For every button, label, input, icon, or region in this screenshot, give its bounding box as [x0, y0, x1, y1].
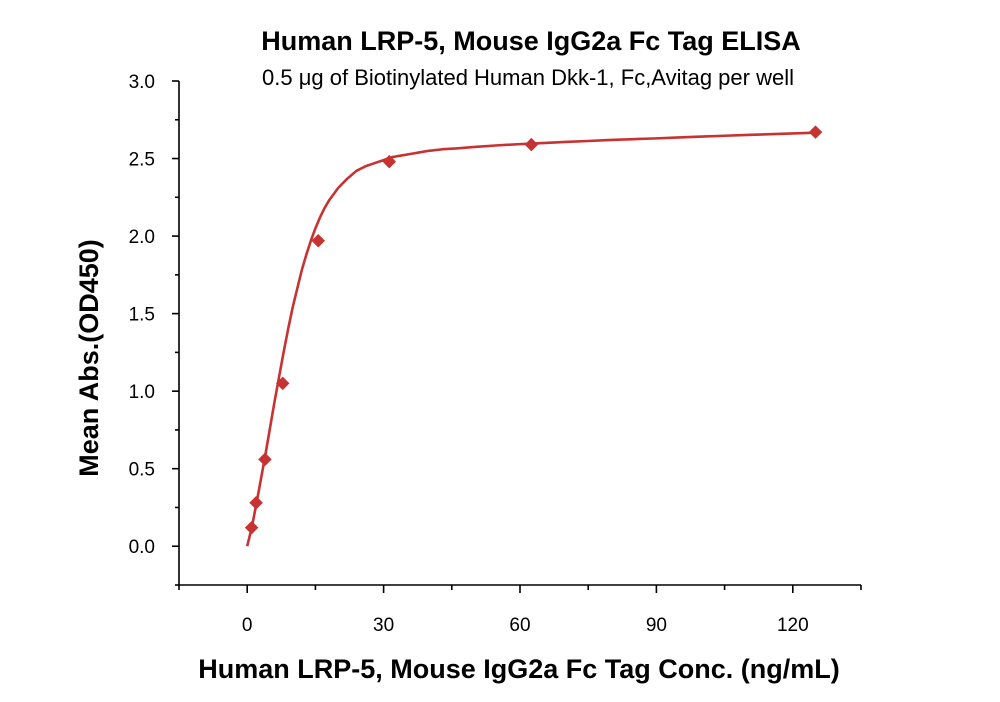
y-tick-label: 2.0 [129, 227, 155, 248]
y-tick-label: 1.5 [129, 305, 155, 326]
data-point [524, 137, 539, 152]
data-point [275, 376, 290, 391]
data-point [808, 125, 823, 140]
fit-curve-group [245, 131, 816, 547]
data-point [258, 452, 272, 467]
fit-curve [245, 131, 816, 547]
data-point [249, 495, 263, 510]
chart-title: Human LRP-5, Mouse IgG2a Fc Tag ELISA [261, 26, 801, 56]
y-tick-label: 0.5 [129, 460, 155, 481]
y-tick-label: 3.0 [129, 72, 155, 93]
x-tick-label: 0 [242, 615, 253, 636]
data-points [244, 125, 823, 535]
x-tick-label: 120 [777, 615, 809, 636]
data-point [244, 520, 259, 535]
x-tick-label: 90 [646, 615, 667, 636]
axes: 0.0 0.5 1.0 1.5 2.0 2.5 3.0 0 30 60 90 120 [129, 72, 862, 636]
x-axis-label: Human LRP-5, Mouse IgG2a Fc Tag Conc. (n… [198, 654, 840, 684]
x-tick-label: 60 [509, 615, 530, 636]
data-point [311, 233, 326, 248]
x-tick-label: 30 [373, 615, 394, 636]
chart-subtitle: 0.5 μg of Biotinylated Human Dkk-1, Fc,A… [262, 65, 794, 90]
data-point [382, 154, 397, 169]
y-tick-label: 0.0 [129, 537, 155, 558]
y-tick-label: 2.5 [129, 150, 155, 171]
y-axis-label: Mean Abs.(OD450) [74, 239, 104, 477]
y-tick-label: 1.0 [129, 382, 155, 403]
